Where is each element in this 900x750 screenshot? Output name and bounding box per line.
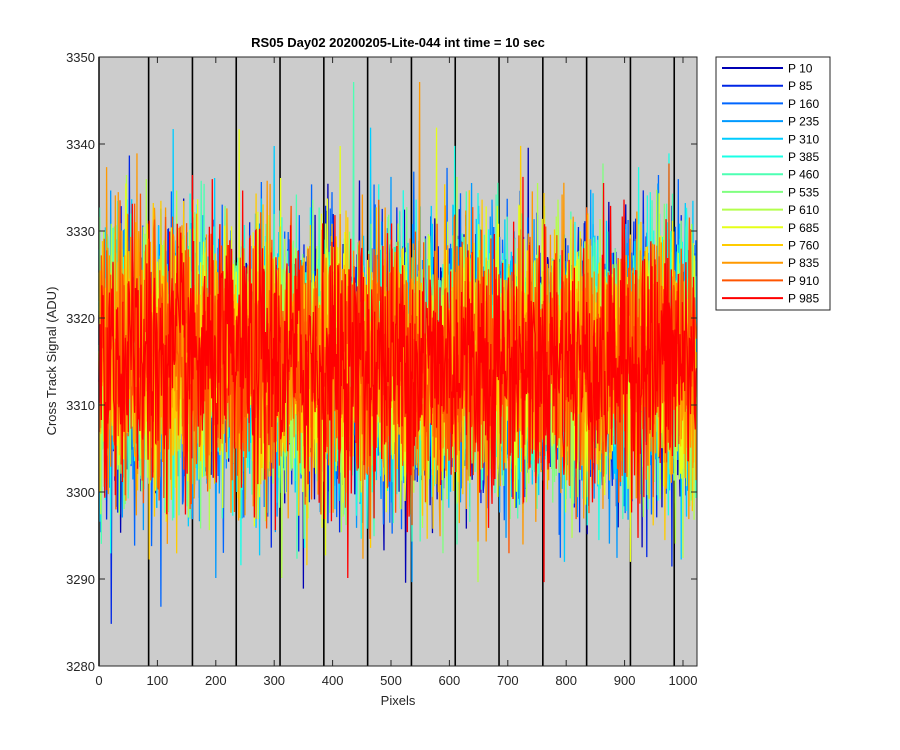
y-tick-label-5: 3330 — [66, 224, 95, 239]
legend-label-7: P 535 — [788, 185, 819, 199]
legend-label-8: P 610 — [788, 203, 819, 217]
legend-label-0: P 10 — [788, 62, 813, 76]
series-line-p-985 — [98, 175, 698, 583]
y-tick-label-7: 3350 — [66, 50, 95, 65]
y-axis-label: Cross Track Signal (ADU) — [44, 287, 59, 436]
x-tick-label-5: 500 — [380, 673, 402, 688]
legend: P 10 P 85 P 160 P 235 P 310 P 385 P 460 P 535 P … — [715, 56, 831, 311]
y-tick-label-6: 3340 — [66, 137, 95, 152]
legend-label-1: P 85 — [788, 79, 813, 93]
legend-label-6: P 460 — [788, 168, 819, 182]
x-axis-label: Pixels — [381, 693, 416, 708]
legend-label-10: P 760 — [788, 239, 819, 253]
legend-label-9: P 685 — [788, 221, 819, 235]
legend-label-4: P 310 — [788, 132, 819, 146]
y-axis: 3280 3290 3300 3310 3320 3330 3340 3350 — [66, 50, 697, 674]
y-tick-label-2: 3300 — [66, 485, 95, 500]
x-tick-label-2: 200 — [205, 673, 227, 688]
chart-title: RS05 Day02 20200205-Lite-044 int time = … — [251, 35, 545, 50]
series-group — [98, 81, 698, 624]
x-tick-label-1: 100 — [147, 673, 169, 688]
y-tick-label-4: 3320 — [66, 311, 95, 326]
x-axis: 0 100 200 300 400 500 600 700 800 900 1000 — [95, 57, 697, 688]
x-tick-label-9: 900 — [614, 673, 636, 688]
x-tick-label-0: 0 — [95, 673, 102, 688]
legend-box — [715, 56, 831, 311]
x-tick-label-10: 1000 — [669, 673, 698, 688]
x-tick-label-4: 400 — [322, 673, 344, 688]
legend-label-2: P 160 — [788, 97, 819, 111]
legend-label-3: P 235 — [788, 115, 819, 129]
legend-label-12: P 910 — [788, 274, 819, 288]
legend-label-13: P 985 — [788, 292, 819, 306]
x-tick-label-8: 800 — [555, 673, 577, 688]
x-tick-label-3: 300 — [263, 673, 285, 688]
legend-label-11: P 835 — [788, 256, 819, 270]
x-tick-label-7: 700 — [497, 673, 519, 688]
legend-label-5: P 385 — [788, 150, 819, 164]
x-tick-label-6: 600 — [439, 673, 461, 688]
y-tick-label-3: 3310 — [66, 398, 95, 413]
y-tick-label-0: 3280 — [66, 659, 95, 674]
y-tick-label-1: 3290 — [66, 572, 95, 587]
plot-frame — [98, 56, 698, 667]
